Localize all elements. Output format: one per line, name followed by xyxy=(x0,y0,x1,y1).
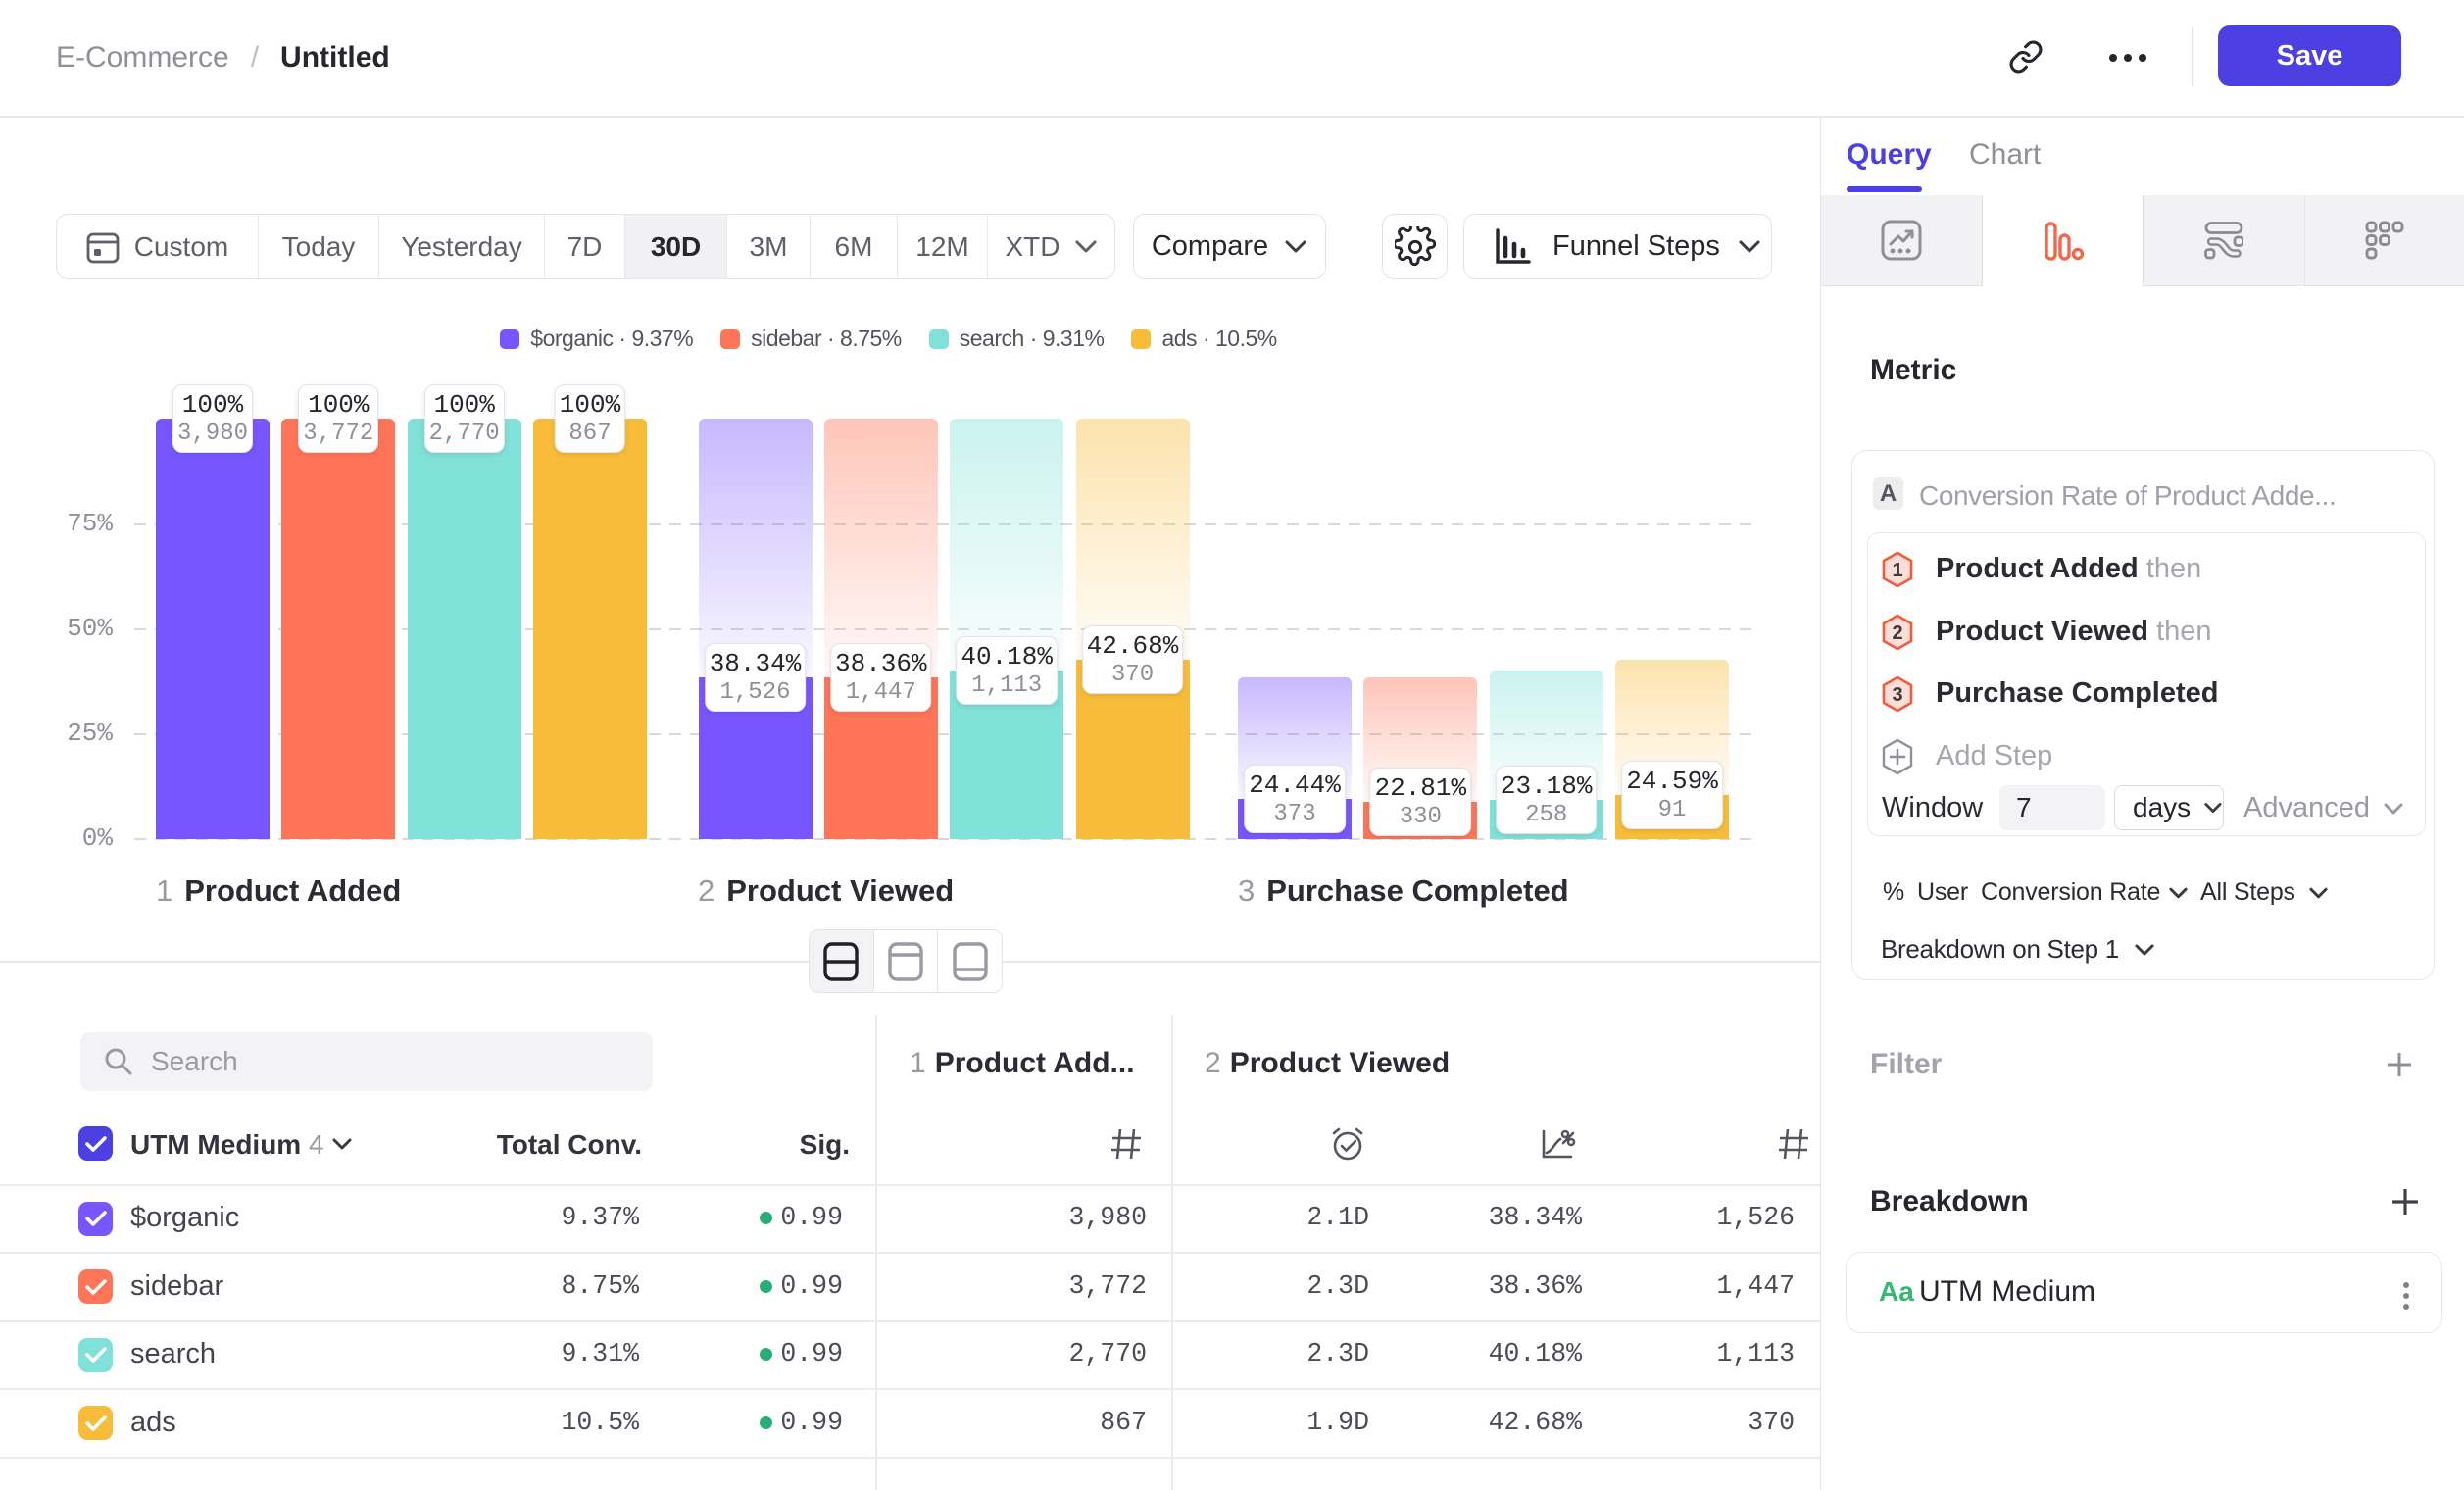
svg-text:1: 1 xyxy=(1892,560,1902,581)
svg-text:3: 3 xyxy=(1892,684,1902,706)
svg-text:2: 2 xyxy=(1892,622,1902,644)
